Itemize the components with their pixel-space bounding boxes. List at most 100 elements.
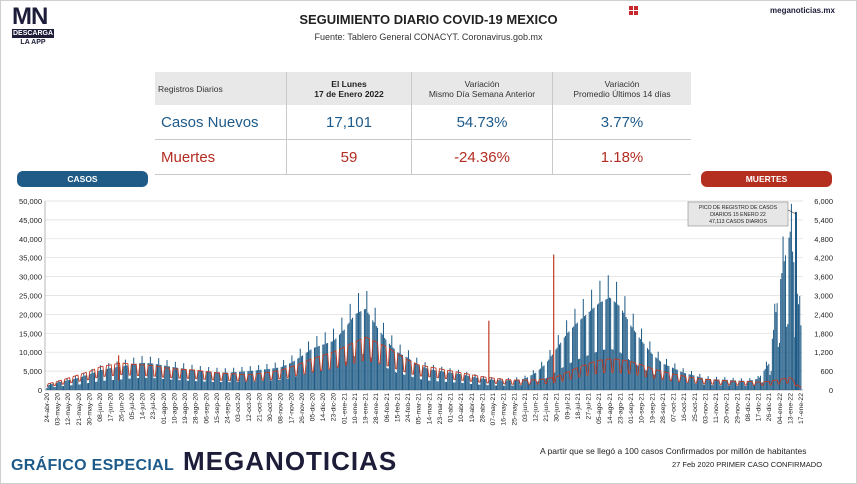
case-bar xyxy=(714,379,716,390)
case-bar xyxy=(488,379,490,390)
y-left-tick-label: 15,000 xyxy=(19,329,42,338)
annotation-arrow xyxy=(787,209,797,215)
case-bar xyxy=(633,330,635,390)
case-bar xyxy=(763,370,765,390)
case-bar xyxy=(626,319,628,390)
case-bar xyxy=(146,377,148,390)
case-bar xyxy=(482,375,484,390)
case-bar xyxy=(385,339,387,390)
case-bar xyxy=(642,342,644,390)
case-bar xyxy=(67,380,69,390)
y-right-tick-label: 600 xyxy=(820,367,833,376)
case-bar xyxy=(392,347,394,390)
case-bar xyxy=(442,371,444,390)
footer-note-1: A partir que se llegó a 100 casos Confir… xyxy=(540,446,807,456)
case-bar xyxy=(327,343,329,390)
case-bar xyxy=(667,365,669,390)
case-bar xyxy=(448,372,450,390)
case-bar xyxy=(592,308,594,390)
row-muertes-value: 59 xyxy=(286,139,412,175)
case-bar xyxy=(428,380,430,390)
case-bar xyxy=(440,371,442,390)
case-bar xyxy=(172,367,174,390)
summary-header-row: Registros Diarios El Lunes 17 de Enero 2… xyxy=(155,72,691,105)
x-tick-label: 03-oct-20 xyxy=(235,393,242,422)
case-bar xyxy=(481,378,483,390)
case-bar xyxy=(666,358,668,390)
x-tick-label: 19-ago-20 xyxy=(182,393,189,424)
x-tick-label: 25-may-21 xyxy=(511,393,518,426)
case-bar xyxy=(544,378,546,390)
case-bar xyxy=(363,309,365,390)
logo[interactable]: MN DESCARGA LA APP xyxy=(12,5,54,46)
case-bar xyxy=(58,380,60,390)
case-bar xyxy=(421,379,423,390)
case-bar xyxy=(690,371,693,390)
case-bar xyxy=(692,375,694,390)
case-bar xyxy=(325,343,327,390)
case-bar xyxy=(393,348,395,390)
case-bar xyxy=(211,381,213,390)
case-bar xyxy=(650,352,652,390)
case-bar xyxy=(354,355,356,390)
case-bar xyxy=(543,365,545,390)
case-bar xyxy=(517,379,519,390)
case-bar xyxy=(422,366,424,390)
case-bar xyxy=(77,378,79,390)
case-bar xyxy=(349,303,351,390)
case-bar xyxy=(450,372,452,390)
case-bar xyxy=(580,319,582,390)
case-bar xyxy=(758,377,760,390)
case-bar xyxy=(388,343,390,390)
case-bar xyxy=(793,262,795,390)
case-bar xyxy=(754,385,756,390)
case-bar xyxy=(101,370,103,390)
case-bar xyxy=(224,368,226,390)
site-url[interactable]: meganoticias.mx xyxy=(770,6,835,15)
case-bar xyxy=(122,366,124,390)
case-bar xyxy=(362,353,364,390)
case-bar xyxy=(551,354,553,390)
case-bar xyxy=(137,378,139,390)
grid-icon xyxy=(629,6,638,15)
header-var-week-sub: Mismo Día Semana Anterior xyxy=(428,88,536,99)
case-bar xyxy=(783,261,785,390)
x-tick-label: 01-ago-20 xyxy=(161,393,168,424)
case-bar xyxy=(350,319,352,390)
case-bar xyxy=(221,382,223,390)
case-bar xyxy=(478,384,480,390)
case-bar xyxy=(359,311,361,390)
x-tick-label: 03-may-20 xyxy=(55,393,62,426)
case-bar xyxy=(712,385,714,390)
case-bar xyxy=(278,379,280,390)
case-bar xyxy=(390,344,392,390)
case-bar xyxy=(719,385,721,390)
header-var-week-title: Variación xyxy=(464,78,500,89)
case-bar xyxy=(777,346,779,390)
case-bar xyxy=(498,380,500,390)
x-tick-label: 26-dic-21 xyxy=(766,393,773,422)
x-tick-label: 28-ago-20 xyxy=(193,393,200,424)
case-bar xyxy=(412,377,414,390)
case-bar xyxy=(780,279,782,390)
case-bar xyxy=(556,347,558,390)
case-bar xyxy=(249,366,251,390)
case-bar xyxy=(340,333,342,390)
row-muertes: Muertes 59 -24.36% 1.18% xyxy=(155,139,691,175)
case-bar xyxy=(435,370,437,390)
case-bar xyxy=(432,364,434,390)
case-bar xyxy=(547,361,549,390)
case-bar xyxy=(434,370,436,390)
x-tick-label: 23-mar-21 xyxy=(437,393,444,425)
x-tick-label: 06-feb-21 xyxy=(384,393,391,422)
case-bar xyxy=(469,383,471,390)
case-bar xyxy=(248,371,250,390)
case-bar xyxy=(153,378,155,390)
case-bar xyxy=(706,378,708,390)
case-bar xyxy=(145,377,147,390)
peak-bar xyxy=(795,211,797,390)
case-bar xyxy=(113,379,115,390)
y-right-tick-label: 3,000 xyxy=(814,292,833,301)
case-bar xyxy=(668,366,670,390)
case-bar xyxy=(411,376,413,390)
